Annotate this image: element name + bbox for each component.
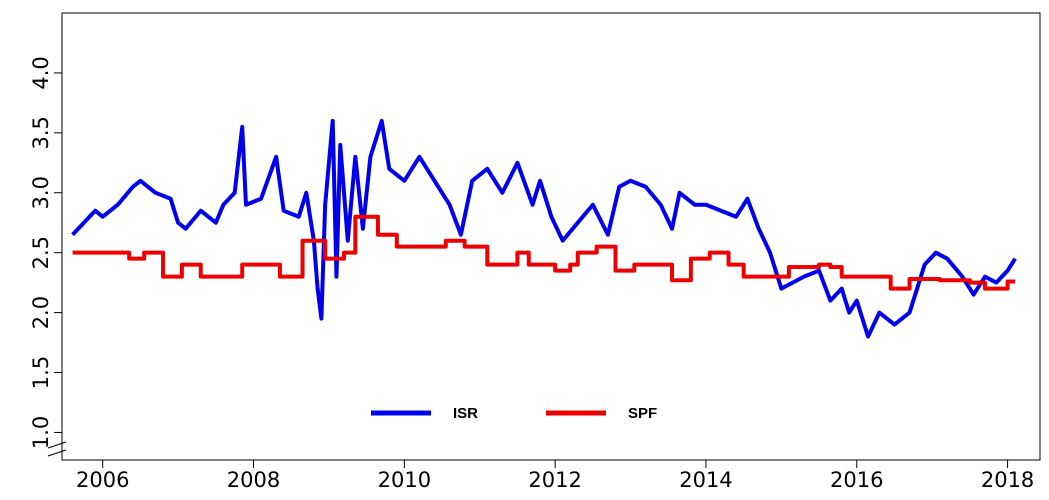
line-isr: [71, 118, 1017, 339]
y-tick-label: 3.0: [29, 176, 53, 209]
plot-frame: [61, 12, 1041, 461]
y-tick-label: 4.0: [29, 56, 53, 89]
axis-break: [47, 441, 67, 449]
legend-label: ISR: [453, 405, 478, 422]
y-tick-label: 1.0: [29, 416, 53, 449]
x-tick-label: 2016: [830, 468, 883, 492]
legend-label: SPF: [628, 405, 657, 422]
line-spf: [72, 214, 1016, 291]
y-tick-label: 3.5: [29, 116, 53, 149]
x-tick-label: 2012: [528, 468, 581, 492]
x-tick-label: 2006: [76, 468, 129, 492]
x-tick-label: 2014: [679, 468, 732, 492]
axis-break: [47, 449, 67, 457]
x-tick-label: 2008: [227, 468, 280, 492]
y-tick-label: 1.5: [29, 356, 53, 389]
y-tick-label: 2.5: [29, 236, 53, 269]
y-tick-label: 2.0: [29, 296, 53, 329]
x-tick-label: 2018: [981, 468, 1034, 492]
x-tick-label: 2010: [378, 468, 431, 492]
